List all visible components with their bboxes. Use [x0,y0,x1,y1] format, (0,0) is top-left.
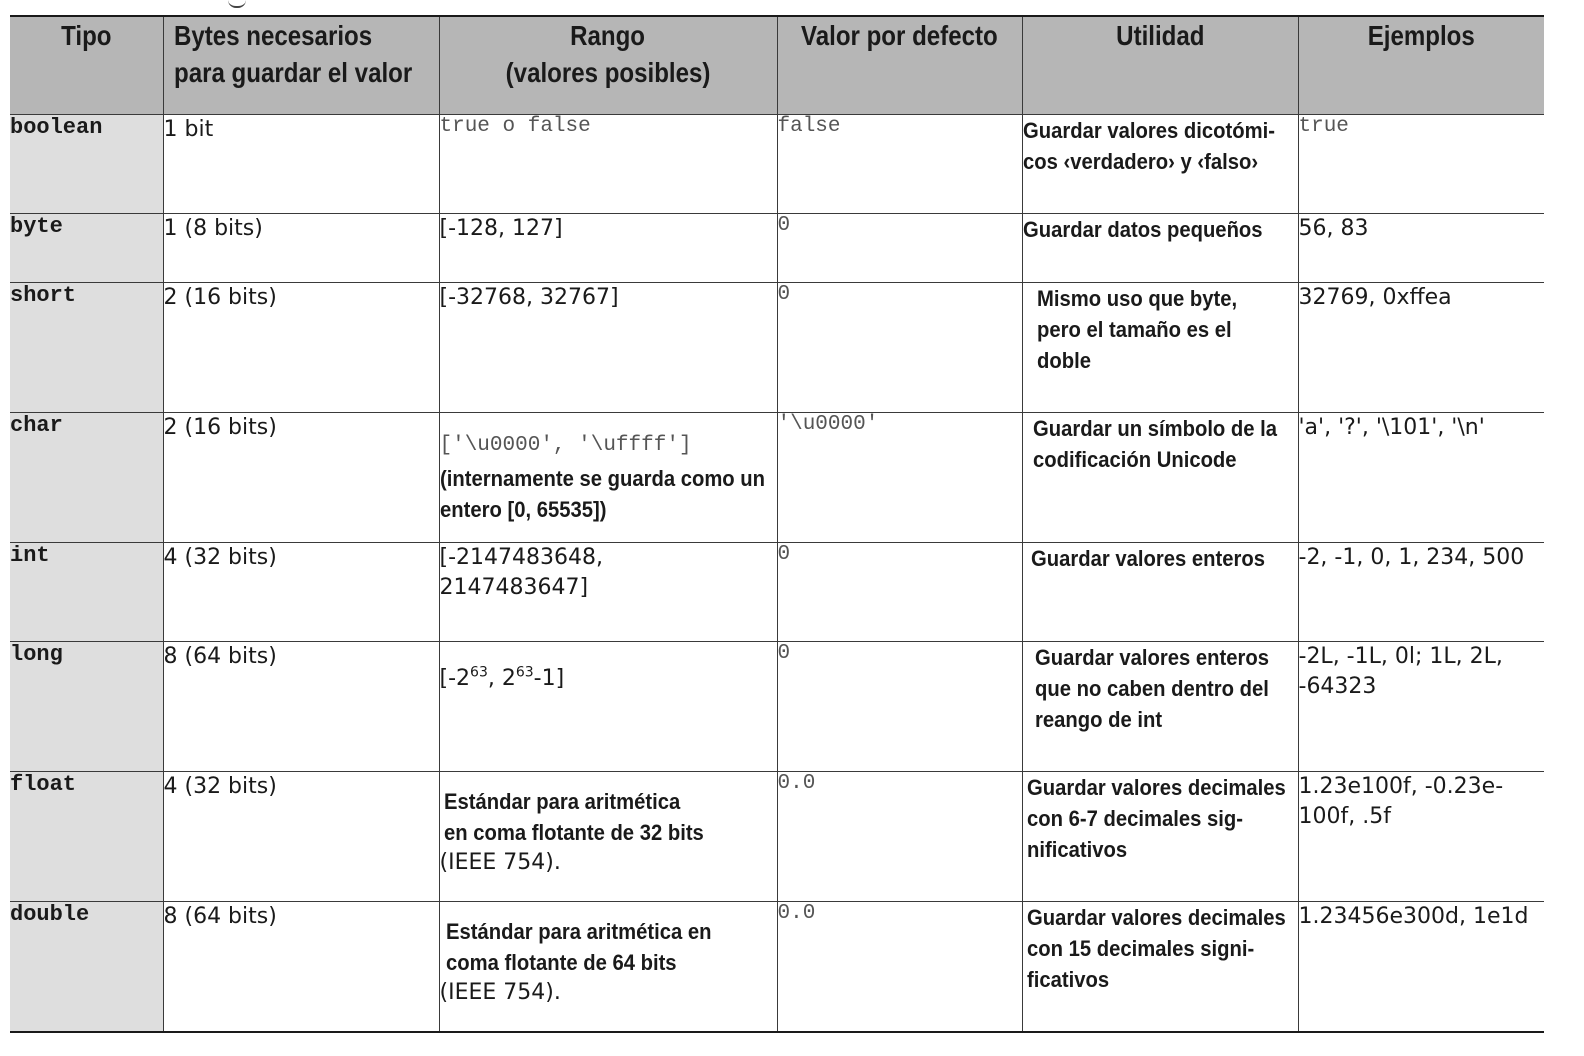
cell-rango: ['\u0000', '\uffff'] (internamente se gu… [438,412,778,543]
cell-utilidad: Guardar valores decimales con 6-7 decima… [1021,771,1299,902]
cell-bytes: 2 (16 bits) [162,412,440,543]
cell-ejemplos: -2L, -1L, 0l; 1L, 2L, -64323 [1297,641,1544,772]
table-row: double 8 (64 bits) Estándar para aritmét… [10,901,1544,1033]
header-bytes: Bytes necesarios para guardar el valor [162,15,440,115]
cell-bytes: 1 bit [162,114,440,214]
cell-rango: [-32768, 32767] [438,282,778,413]
cell-bytes: 8 (64 bits) [162,901,440,1033]
table-row: float 4 (32 bits) Estándar para aritméti… [10,771,1544,902]
cell-tipo: long [10,641,164,772]
table-row: long 8 (64 bits) [-263, 263-1] 0 Guardar… [10,641,1544,772]
cell-defecto: 0 [776,641,1023,772]
rango-ieee: (IEEE 754). [439,980,561,1005]
cell-utilidad: Guardar valores decimales con 15 decimal… [1021,901,1299,1033]
cell-bytes: 4 (32 bits) [162,542,440,642]
cell-ejemplos: 1.23e100f, -0.23e-100f, .5f [1297,771,1544,902]
cell-tipo: char [10,412,164,543]
table-row: int 4 (32 bits) [-2147483648, 2147483647… [10,542,1544,642]
cell-ejemplos: 56, 83 [1297,213,1544,283]
cell-ejemplos: 'a', '?', '\101', '\n' [1297,412,1544,543]
cell-ejemplos: -2, -1, 0, 1, 234, 500 [1297,542,1544,642]
cell-tipo: int [10,542,164,642]
cell-utilidad: Guardar valores enteros [1021,542,1299,642]
java-primitive-types-table: Tipo Bytes necesarios para guardar el va… [10,15,1544,1033]
cell-tipo: short [10,282,164,413]
cell-ejemplos: 1.23456e300d, 1e1d [1297,901,1544,1033]
table-row: boolean 1 bit true o false false Guardar… [10,114,1544,214]
cell-utilidad: Mismo uso que byte, pero el tamaño es el… [1021,282,1299,413]
page-edge-mark [228,0,246,8]
header-ejemplos: Ejemplos [1297,15,1544,115]
table-row: short 2 (16 bits) [-32768, 32767] 0 Mism… [10,282,1544,413]
cell-tipo: float [10,771,164,902]
cell-rango: [-263, 263-1] [438,641,778,772]
cell-defecto: 0.0 [776,771,1023,902]
cell-ejemplos: true [1297,114,1544,214]
cell-rango: Estándar para aritmética en coma flotant… [438,771,778,902]
cell-rango: [-128, 127] [438,213,778,283]
cell-tipo: byte [10,213,164,283]
table-row: char 2 (16 bits) ['\u0000', '\uffff'] (i… [10,412,1544,543]
rango-standard: Estándar para aritmética en coma flotant… [445,919,711,975]
cell-bytes: 2 (16 bits) [162,282,440,413]
cell-tipo: double [10,901,164,1033]
cell-bytes: 1 (8 bits) [162,213,440,283]
cell-defecto: false [776,114,1023,214]
cell-defecto: 0.0 [776,901,1023,1033]
cell-rango: Estándar para aritmética en coma flotant… [438,901,778,1033]
rango-ieee: (IEEE 754). [439,850,561,875]
cell-utilidad: Guardar valores dicotómi-cos ‹verdadero›… [1021,114,1299,214]
cell-utilidad: Guardar valores enteros que no caben den… [1021,641,1299,772]
rango-standard: Estándar para aritmética en coma flotant… [443,789,704,845]
cell-rango: true o false [438,114,778,214]
cell-defecto: 0 [776,213,1023,283]
header-utilidad: Utilidad [1021,15,1299,115]
rango-code: ['\u0000', '\uffff'] [439,434,692,457]
cell-bytes: 4 (32 bits) [162,771,440,902]
cell-defecto: 0 [776,542,1023,642]
cell-tipo: boolean [10,114,164,214]
cell-ejemplos: 32769, 0xffea [1297,282,1544,413]
table-row: byte 1 (8 bits) [-128, 127] 0 Guardar da… [10,213,1544,283]
header-tipo: Tipo [10,15,164,115]
cell-rango: [-2147483648, 2147483647] [438,542,778,642]
rango-note: (internamente se guarda como un entero [… [439,466,765,522]
header-row: Tipo Bytes necesarios para guardar el va… [10,15,1544,115]
header-valor-defecto: Valor por defecto [776,15,1023,115]
cell-defecto: '\u0000' [776,412,1023,543]
cell-utilidad: Guardar datos pequeños [1021,213,1299,283]
cell-bytes: 8 (64 bits) [162,641,440,772]
header-rango: Rango (valores posibles) [438,15,778,115]
cell-defecto: 0 [776,282,1023,413]
cell-utilidad: Guardar un símbolo de la codificación Un… [1021,412,1299,543]
